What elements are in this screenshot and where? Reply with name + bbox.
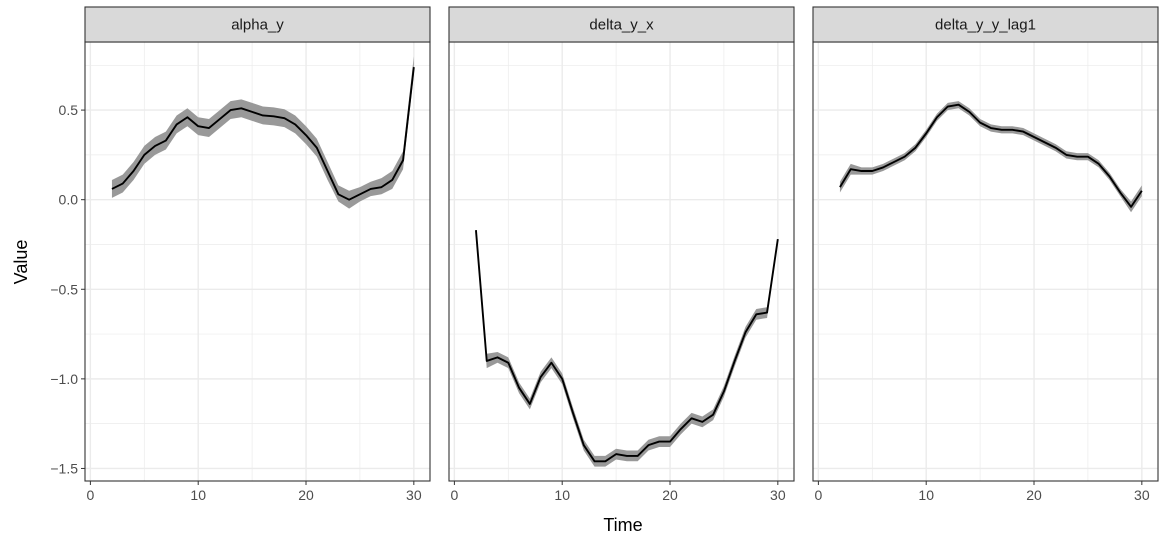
x-axis-title: Time — [603, 515, 642, 535]
series-line — [839, 103, 1143, 208]
facet-strip — [84, 6, 431, 43]
y-tick-label: 0.0 — [59, 192, 79, 208]
x-tick-label: 0 — [450, 487, 458, 503]
x-tick-label: 30 — [770, 487, 786, 503]
x-tick-label: 20 — [298, 487, 314, 503]
x-tick-label: 30 — [1134, 487, 1150, 503]
x-tick-label: 10 — [554, 487, 570, 503]
panel-background — [449, 42, 794, 481]
facet-strip — [812, 6, 1159, 43]
facet-strip-label: alpha_y — [231, 17, 284, 34]
x-tick-label: 10 — [918, 487, 934, 503]
panel-alpha_y: alpha_y 0 10 20 30 0.5 0.0 −0.5 −1.0 −1.5 — [50, 6, 431, 503]
y-axis-title: Value — [11, 240, 31, 285]
y-tick-label: −1.5 — [50, 460, 78, 476]
x-tick-label: 0 — [814, 487, 822, 503]
x-tick-label: 10 — [190, 487, 206, 503]
facet-strip-label: delta_y_y_lag1 — [935, 17, 1036, 34]
x-tick-label: 0 — [86, 487, 94, 503]
panel-delta_y_x: delta_y_x 0 10 20 30 — [448, 6, 795, 503]
x-tick-label: 30 — [406, 487, 422, 503]
x-tick-label: 20 — [1026, 487, 1042, 503]
y-tick-label: −1.0 — [50, 371, 78, 387]
y-tick-label: 0.5 — [59, 102, 79, 118]
panel-delta_y_y_lag1: delta_y_y_lag1 0 10 20 30 — [812, 6, 1159, 503]
facet-strip-label: delta_y_x — [589, 17, 654, 34]
series-line — [475, 230, 779, 463]
x-tick-label: 20 — [662, 487, 678, 503]
facet-strip — [448, 6, 795, 43]
series-line — [111, 66, 415, 201]
panel-background — [813, 42, 1158, 481]
y-tick-label: −0.5 — [50, 281, 78, 297]
